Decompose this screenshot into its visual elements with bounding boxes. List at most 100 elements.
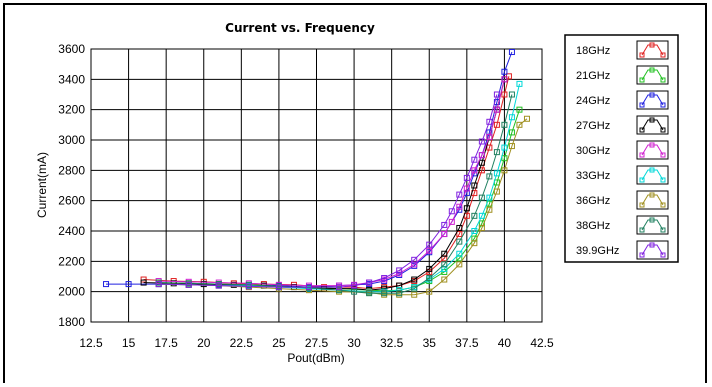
y-tick-label: 2800	[58, 163, 85, 177]
data-point	[275, 284, 282, 291]
legend-swatch-marker	[660, 127, 666, 133]
legend-swatch-marker	[639, 102, 645, 108]
legend-swatch	[636, 240, 669, 260]
x-tick-label: 17.5	[154, 336, 178, 350]
x-tick-labels: 12.5 15 17.5 20 22.5 25 27.5 30 32.5 35 37.5 40 42.5	[79, 336, 554, 350]
data-point	[155, 281, 162, 288]
y-tick-label: 2200	[58, 254, 85, 268]
data-point	[125, 281, 132, 288]
data-point	[185, 281, 192, 288]
series-38GHz	[155, 91, 515, 297]
data-point	[456, 191, 463, 198]
x-tick-label: 30	[347, 336, 361, 350]
data-point	[501, 68, 508, 75]
legend-swatch-marker	[660, 152, 666, 158]
data-point	[441, 221, 448, 228]
legend-swatch-line	[641, 169, 664, 181]
data-point	[426, 265, 433, 272]
data-point	[463, 174, 470, 181]
legend-swatch	[636, 65, 669, 85]
legend-swatch-marker	[639, 227, 645, 233]
legend-swatch-marker	[660, 177, 666, 183]
legend-swatch-line	[641, 44, 664, 56]
legend-swatch	[636, 165, 669, 185]
series-line	[106, 51, 513, 288]
legend-swatch	[636, 190, 669, 210]
data-point	[478, 152, 485, 159]
data-point	[471, 156, 478, 163]
data-point	[456, 231, 463, 238]
legend-swatch-line	[641, 69, 664, 81]
data-point	[508, 143, 515, 150]
y-tick-label: 1800	[58, 315, 85, 329]
data-point	[456, 261, 463, 268]
data-point	[516, 121, 523, 128]
data-point	[486, 194, 493, 201]
series-36GHz	[155, 115, 530, 298]
data-point	[493, 121, 500, 128]
data-point	[486, 173, 493, 180]
legend-label: 39.9GHz	[576, 245, 619, 257]
legend-swatch-marker	[639, 202, 645, 208]
data-point	[493, 106, 500, 113]
legend-swatch-marker	[639, 152, 645, 158]
legend-swatch-marker	[639, 77, 645, 83]
legend-swatch-marker	[660, 52, 666, 58]
legend-label: 38GHz	[576, 220, 610, 232]
data-point	[501, 91, 508, 98]
data-point	[411, 285, 418, 292]
data-point	[471, 167, 478, 174]
legend-label: 21GHz	[576, 70, 610, 82]
legend-swatch-marker	[649, 167, 655, 173]
data-point	[463, 205, 470, 212]
data-point	[493, 149, 500, 156]
data-point	[456, 238, 463, 245]
legend-swatch-box	[636, 215, 669, 235]
series-24GHz	[103, 49, 515, 291]
data-point	[448, 218, 455, 225]
data-point	[501, 144, 508, 151]
x-axis-label: Pout(dBm)	[287, 351, 344, 365]
data-point	[478, 138, 485, 145]
legend-swatch-box	[636, 65, 669, 85]
y-tick-label: 3200	[58, 103, 85, 117]
series-30GHz	[155, 76, 508, 289]
y-tick-label: 2600	[58, 194, 85, 208]
legend-swatch-marker	[649, 217, 655, 223]
data-point	[456, 224, 463, 231]
data-point	[411, 291, 418, 298]
data-point	[140, 279, 147, 286]
legend-label: 18GHz	[576, 45, 610, 57]
data-point	[478, 194, 485, 201]
data-point	[478, 224, 485, 231]
legend-swatch-box	[636, 240, 669, 260]
data-point	[501, 121, 508, 128]
data-point	[103, 281, 110, 288]
data-point	[523, 115, 530, 122]
legend-swatch-marker	[639, 177, 645, 183]
legend: 18GHz 21GHz 24GHz 27GHz 30GHz 33GHz 36GHz 38GHz…	[564, 34, 679, 263]
legend-label: 30GHz	[576, 145, 610, 157]
data-point	[493, 170, 500, 177]
x-tick-label: 37.5	[455, 336, 479, 350]
legend-swatch-box	[636, 190, 669, 210]
legend-swatch	[636, 90, 669, 110]
legend-swatch-marker	[660, 252, 666, 258]
legend-swatch-box	[636, 140, 669, 160]
series-line	[158, 94, 498, 288]
data-point	[351, 288, 358, 295]
data-point	[456, 203, 463, 210]
data-point	[448, 208, 455, 215]
legend-label: 27GHz	[576, 120, 610, 132]
data-point	[381, 290, 388, 297]
legend-swatch-marker	[660, 77, 666, 83]
legend-label: 33GHz	[576, 170, 610, 182]
x-tick-label: 20	[197, 336, 211, 350]
data-point	[486, 206, 493, 213]
series-line	[158, 83, 520, 293]
legend-swatch-line	[641, 219, 664, 231]
data-point	[426, 247, 433, 254]
data-point	[245, 283, 252, 290]
data-point	[486, 144, 493, 151]
